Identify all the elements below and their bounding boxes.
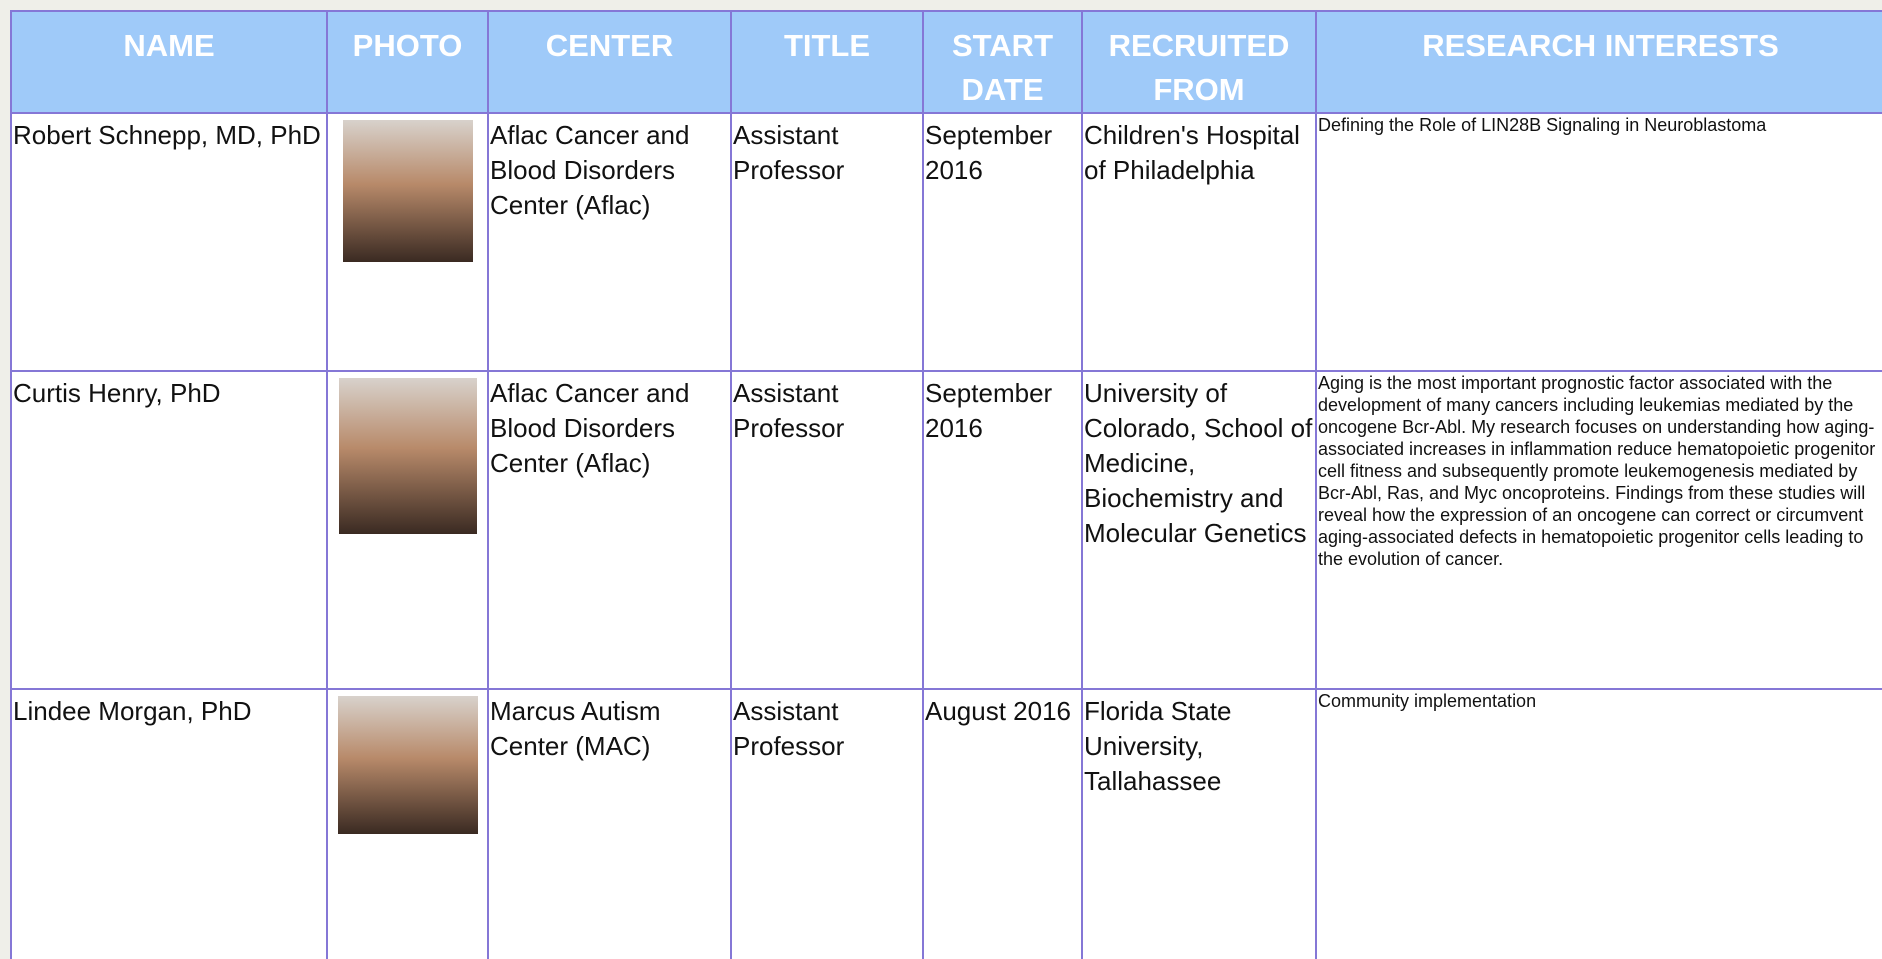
photo-cell <box>326 688 489 959</box>
cell: September 2016 <box>922 112 1083 372</box>
research-cell: Community implementation <box>1315 688 1882 959</box>
cell: Florida State University, Tallahassee <box>1081 688 1317 959</box>
photo-cell <box>326 112 489 372</box>
cell: Curtis Henry, PhD <box>10 370 328 690</box>
header-cell: NAME <box>10 10 328 114</box>
photo <box>338 378 477 534</box>
photo-cell <box>326 370 489 690</box>
cell: Lindee Morgan, PhD <box>10 688 328 959</box>
header-cell: RESEARCH INTERESTS <box>1315 10 1882 114</box>
staff-table: NAME PHOTO CENTER TITLE START DATE RECRU… <box>10 10 1882 959</box>
cell: Assistant Professor <box>730 112 924 372</box>
data-row: Robert Schnepp, MD, PhD Aflac Cancer and … <box>10 112 1882 372</box>
cell: Aflac Cancer and Blood Disorders Center … <box>487 112 732 372</box>
cell: Robert Schnepp, MD, PhD <box>10 112 328 372</box>
photo <box>337 696 478 834</box>
header-cell: START DATE <box>922 10 1083 114</box>
header-cell: TITLE <box>730 10 924 114</box>
data-row: Curtis Henry, PhD Aflac Cancer and Blood … <box>10 370 1882 690</box>
cell: August 2016 <box>922 688 1083 959</box>
header-cell: PHOTO <box>326 10 489 114</box>
cell: Aflac Cancer and Blood Disorders Center … <box>487 370 732 690</box>
cell: University of Colorado, School of Medici… <box>1081 370 1317 690</box>
table-container: NAME PHOTO CENTER TITLE START DATE RECRU… <box>10 10 1882 959</box>
cell: Assistant Professor <box>730 370 924 690</box>
research-cell: Aging is the most important prognostic f… <box>1315 370 1882 690</box>
header-cell: RECRUITED FROM <box>1081 10 1317 114</box>
photo <box>342 120 473 262</box>
cell: Children's Hospital of Philadelphia <box>1081 112 1317 372</box>
data-row: Lindee Morgan, PhD Marcus Autism Center (… <box>10 688 1882 959</box>
cell: Assistant Professor <box>730 688 924 959</box>
header-row: NAME PHOTO CENTER TITLE START DATE RECRU… <box>10 10 1882 114</box>
research-cell: Defining the Role of LIN28B Signaling in… <box>1315 112 1882 372</box>
header-cell: CENTER <box>487 10 732 114</box>
cell: September 2016 <box>922 370 1083 690</box>
cell: Marcus Autism Center (MAC) <box>487 688 732 959</box>
